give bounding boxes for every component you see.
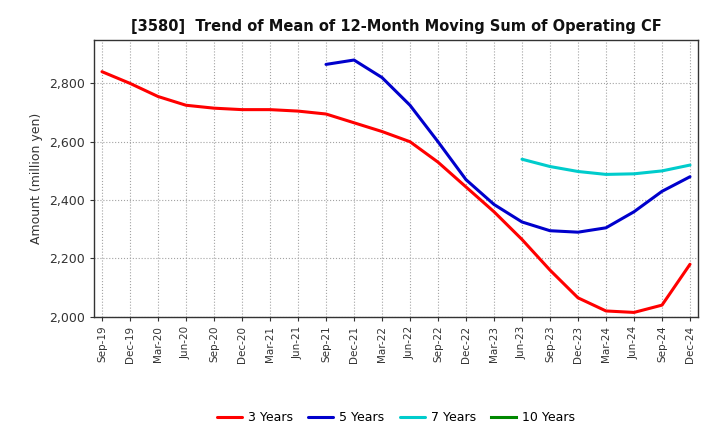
3 Years — [378, 129, 387, 134]
7 Years — [518, 157, 526, 162]
3 Years — [294, 108, 302, 114]
3 Years — [462, 184, 470, 190]
5 Years — [322, 62, 330, 67]
7 Years — [574, 169, 582, 174]
5 Years — [574, 230, 582, 235]
3 Years — [630, 310, 639, 315]
5 Years — [657, 189, 666, 194]
5 Years — [490, 202, 498, 207]
3 Years — [433, 160, 442, 165]
3 Years — [98, 69, 107, 74]
5 Years — [462, 177, 470, 182]
Line: 7 Years: 7 Years — [522, 159, 690, 174]
7 Years — [630, 171, 639, 176]
7 Years — [685, 162, 694, 168]
5 Years — [685, 174, 694, 180]
3 Years — [685, 262, 694, 267]
Y-axis label: Amount (million yen): Amount (million yen) — [30, 113, 43, 244]
5 Years — [405, 103, 414, 108]
5 Years — [378, 75, 387, 80]
3 Years — [266, 107, 274, 112]
Title: [3580]  Trend of Mean of 12-Month Moving Sum of Operating CF: [3580] Trend of Mean of 12-Month Moving … — [130, 19, 662, 34]
3 Years — [181, 103, 190, 108]
3 Years — [210, 106, 218, 111]
5 Years — [630, 209, 639, 214]
7 Years — [546, 164, 554, 169]
7 Years — [657, 168, 666, 173]
3 Years — [518, 237, 526, 242]
7 Years — [602, 172, 611, 177]
5 Years — [350, 57, 359, 62]
Line: 5 Years: 5 Years — [326, 60, 690, 232]
3 Years — [574, 295, 582, 301]
5 Years — [518, 219, 526, 224]
3 Years — [602, 308, 611, 314]
3 Years — [350, 120, 359, 125]
Legend: 3 Years, 5 Years, 7 Years, 10 Years: 3 Years, 5 Years, 7 Years, 10 Years — [212, 406, 580, 429]
3 Years — [657, 302, 666, 308]
3 Years — [405, 139, 414, 144]
5 Years — [433, 139, 442, 144]
3 Years — [490, 209, 498, 214]
3 Years — [322, 111, 330, 117]
Line: 3 Years: 3 Years — [102, 72, 690, 312]
3 Years — [153, 94, 162, 99]
3 Years — [546, 268, 554, 273]
5 Years — [546, 228, 554, 233]
5 Years — [602, 225, 611, 231]
3 Years — [126, 81, 135, 86]
3 Years — [238, 107, 246, 112]
